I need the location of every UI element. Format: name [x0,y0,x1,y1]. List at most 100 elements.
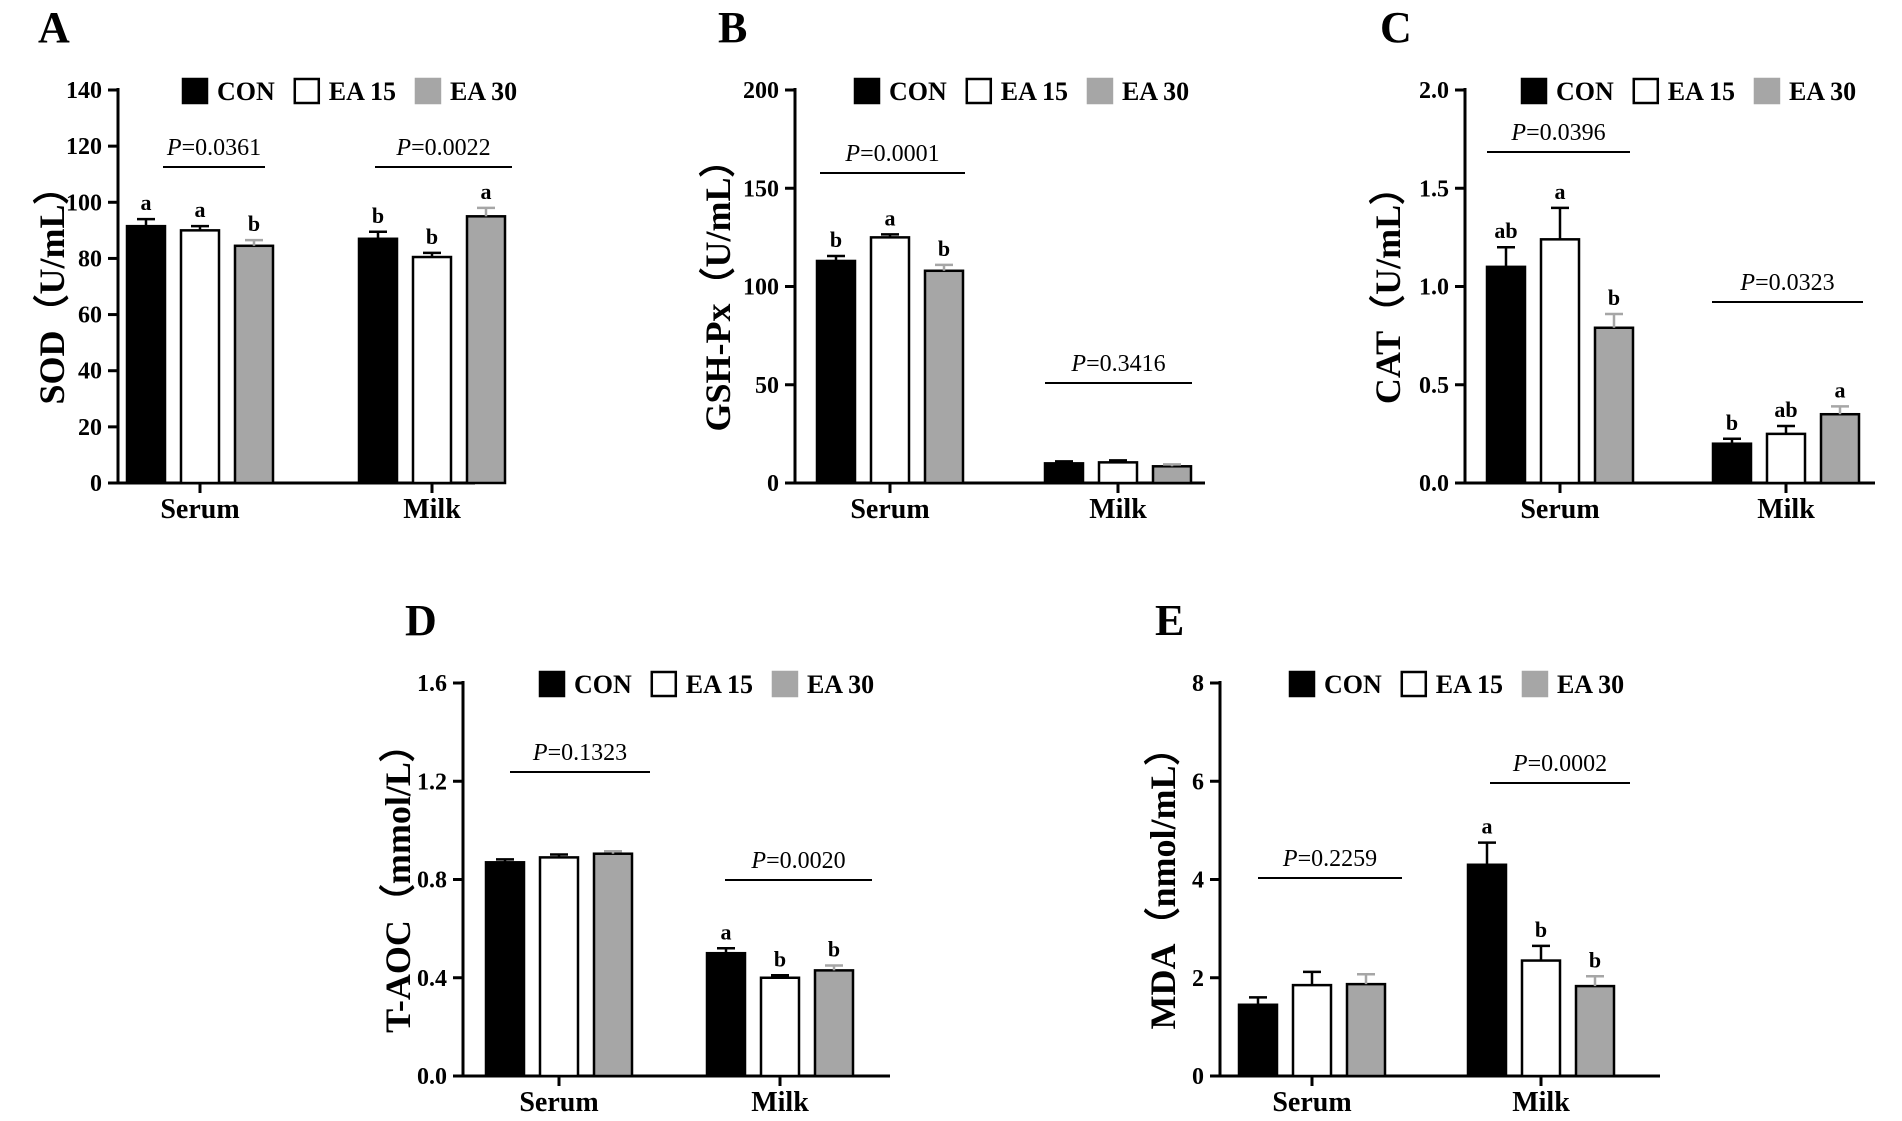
bar [233,244,275,485]
x-tick-label: Milk [403,494,461,525]
p-value-label: P=0.0002 [1512,751,1607,777]
y-tick-label: 60 [78,303,102,329]
bar [1539,238,1581,485]
bar [125,224,167,485]
legend-label: EA 30 [807,670,874,699]
bar [1574,984,1616,1078]
x-tick-label: Serum [850,494,929,525]
legend-swatch [650,670,678,698]
significance-letter: b [1535,917,1547,942]
legend-label: EA 15 [1436,670,1503,699]
y-tick-label: 1.0 [1419,275,1449,301]
y-tick-label: 6 [1192,769,1204,795]
y-tick-label: 0.0 [417,1064,447,1090]
significance-letter: a [1835,377,1846,402]
bar [1466,863,1508,1078]
legend-label: EA 30 [1789,77,1856,106]
p-value-label: P=0.2259 [1282,846,1377,872]
legend-swatch [853,77,881,105]
legend-label: EA 30 [450,77,517,106]
legend-swatch [771,670,799,698]
x-tick-label: Serum [160,494,239,525]
bar [1485,265,1527,485]
panel-letter: D [405,596,437,645]
legend-label: CON [889,77,947,106]
legend-label: EA 15 [329,77,396,106]
panel-letter: E [1155,596,1184,645]
significance-letter: b [1608,285,1620,310]
legend-swatch [414,77,442,105]
significance-letter: b [248,211,260,236]
p-value-label: P=0.0323 [1739,270,1834,296]
bar [815,259,857,485]
legend-swatch [538,670,566,698]
y-axis-label: T-AOC（mmol/L） [378,726,418,1033]
bar [869,236,911,485]
significance-letter: b [1726,410,1738,435]
p-value-label: P=0.1323 [532,740,627,766]
p-value-symbol: P [750,848,766,874]
y-tick-label: 1.2 [417,769,447,795]
bar [1593,326,1635,485]
p-value-symbol: P [1512,751,1528,777]
p-value-number: =0.3416 [1086,351,1166,377]
p-value-symbol: P [1282,846,1298,872]
bar [1711,442,1753,485]
p-value-label: P=0.0022 [395,135,490,161]
p-value-number: =0.1323 [548,740,628,766]
x-tick-label: Serum [1520,494,1599,525]
panel-letter: C [1380,3,1412,52]
panel-letter: B [718,3,747,52]
legend-label: EA 15 [686,670,753,699]
y-tick-label: 100 [66,190,102,216]
legend-label: CON [574,670,632,699]
y-tick-label: 40 [78,359,102,385]
p-value-symbol: P [395,135,411,161]
bar [1097,461,1139,485]
p-value-number: =0.0323 [1755,270,1835,296]
y-tick-label: 20 [78,415,102,441]
bar [923,269,965,485]
y-tick-label: 140 [66,78,102,104]
p-value-number: =0.0020 [766,848,846,874]
legend-label: EA 30 [1122,77,1189,106]
p-value-symbol: P [844,141,860,167]
bar [1345,982,1387,1078]
significance-letter: ab [1494,218,1517,243]
p-value-label: P=0.0020 [750,848,845,874]
y-tick-label: 0 [767,471,779,497]
significance-letter: b [1589,947,1601,972]
x-tick-label: Milk [1757,494,1815,525]
legend-swatch [293,77,321,105]
y-tick-label: 0 [1192,1064,1204,1090]
significance-letter: a [721,919,732,944]
significance-letter: a [1482,814,1493,839]
significance-letter: b [426,224,438,249]
y-tick-label: 0.5 [1419,373,1449,399]
bar [538,856,580,1078]
legend-swatch [181,77,209,105]
p-value-number: =0.0022 [411,135,491,161]
panel-letter: A [38,3,70,52]
y-tick-label: 80 [78,246,102,272]
p-value-symbol: P [166,135,182,161]
p-value-symbol: P [532,740,548,766]
legend-swatch [1400,670,1428,698]
significance-letter: ab [1774,397,1797,422]
y-tick-label: 150 [743,176,779,202]
p-value-label: P=0.0001 [844,141,939,167]
y-axis-label: SOD（U/mL） [32,168,72,404]
x-tick-label: Milk [1089,494,1147,525]
legend-swatch [1632,77,1660,105]
legend-label: EA 15 [1001,77,1068,106]
legend-swatch [965,77,993,105]
significance-letter: a [481,179,492,204]
bar [1151,465,1193,485]
bar [179,229,221,485]
significance-letter: b [830,227,842,252]
x-tick-label: Milk [1512,1087,1570,1118]
y-tick-label: 0 [90,471,102,497]
